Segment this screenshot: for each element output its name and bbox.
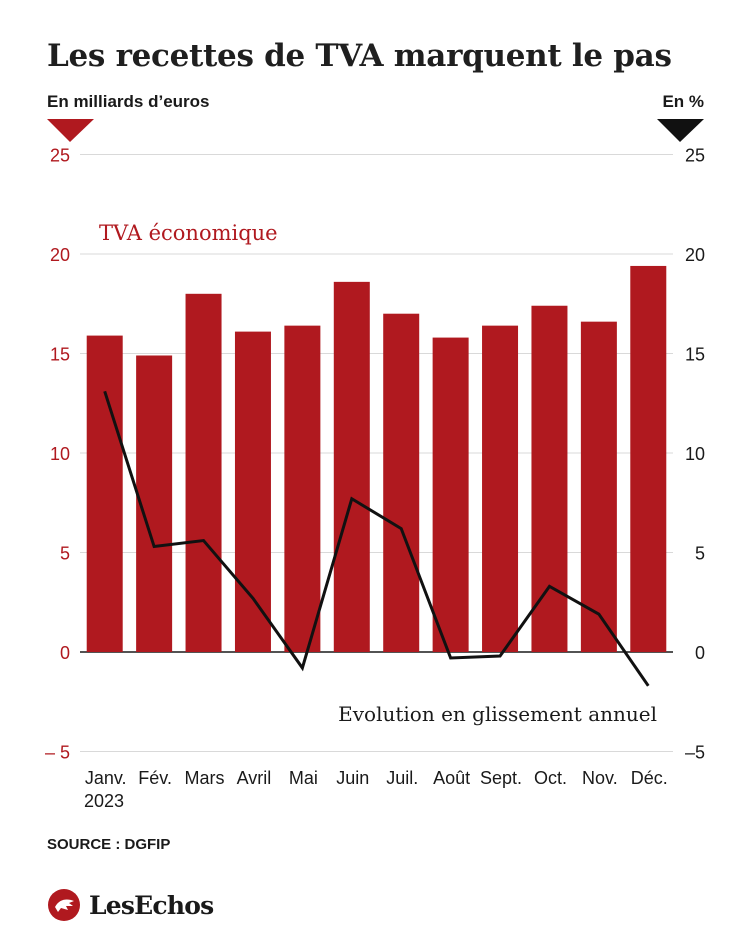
bar xyxy=(86,335,123,652)
left-tick-label: 15 xyxy=(50,345,70,365)
left-tick-label: – 5 xyxy=(45,743,70,763)
right-tick-label: 5 xyxy=(695,544,705,564)
line-series-label: Evolution en glissement annuel xyxy=(338,702,657,726)
chart-title: Les recettes de TVA marquent le pas xyxy=(47,38,672,74)
bar xyxy=(432,337,469,652)
right-tick-label: 25 xyxy=(685,146,705,166)
bar xyxy=(482,325,519,652)
bar xyxy=(383,313,420,652)
x-tick-label: Déc. xyxy=(631,768,668,788)
left-tick-label: 20 xyxy=(50,245,70,265)
right-axis-marker xyxy=(657,119,704,142)
x-tick-label: Avril xyxy=(237,768,272,788)
logo-text: LesEchos xyxy=(89,890,214,920)
bar xyxy=(136,355,173,652)
left-tick-label: 25 xyxy=(50,146,70,166)
chart-area: – 5 –5 0 0 5 5 10 10 15 15 20 20 25 25 Janv. Fév. Mars A… xyxy=(45,119,705,811)
bar xyxy=(284,325,321,652)
x-tick-label: Fév. xyxy=(138,768,172,788)
left-axis-unit: En milliards d’euros xyxy=(47,92,210,111)
left-axis-marker xyxy=(47,119,94,142)
source-note: SOURCE : DGFIP xyxy=(47,836,171,853)
x-tick-label: Juil. xyxy=(386,768,418,788)
bar xyxy=(630,265,667,652)
year-label: 2023 xyxy=(84,791,124,811)
bar xyxy=(580,321,617,652)
right-tick-label: 10 xyxy=(685,444,705,464)
bar xyxy=(531,305,568,652)
bar xyxy=(333,281,370,652)
x-tick-label: Sept. xyxy=(480,768,522,788)
x-tick-label: Oct. xyxy=(534,768,567,788)
x-tick-label: Nov. xyxy=(582,768,618,788)
right-tick-label: 0 xyxy=(695,643,705,663)
x-tick-label: Août xyxy=(433,768,470,788)
left-tick-label: 5 xyxy=(60,544,70,564)
bar xyxy=(234,331,271,652)
x-tick-label: Janv. xyxy=(85,768,127,788)
x-tick-label: Juin xyxy=(336,768,369,788)
x-tick-label: Mars xyxy=(185,768,225,788)
bar xyxy=(185,293,222,652)
right-tick-label: –5 xyxy=(685,743,705,763)
left-tick-label: 0 xyxy=(60,643,70,663)
right-axis-unit: En % xyxy=(662,92,704,111)
echos-emblem-icon xyxy=(48,889,80,921)
les-echos-logo: LesEchos xyxy=(47,887,214,923)
right-tick-label: 15 xyxy=(685,345,705,365)
left-tick-label: 10 xyxy=(50,444,70,464)
bar-series-label: TVA économique xyxy=(99,221,278,245)
x-tick-label: Mai xyxy=(289,768,318,788)
right-tick-label: 20 xyxy=(685,245,705,265)
line-series xyxy=(103,390,650,687)
